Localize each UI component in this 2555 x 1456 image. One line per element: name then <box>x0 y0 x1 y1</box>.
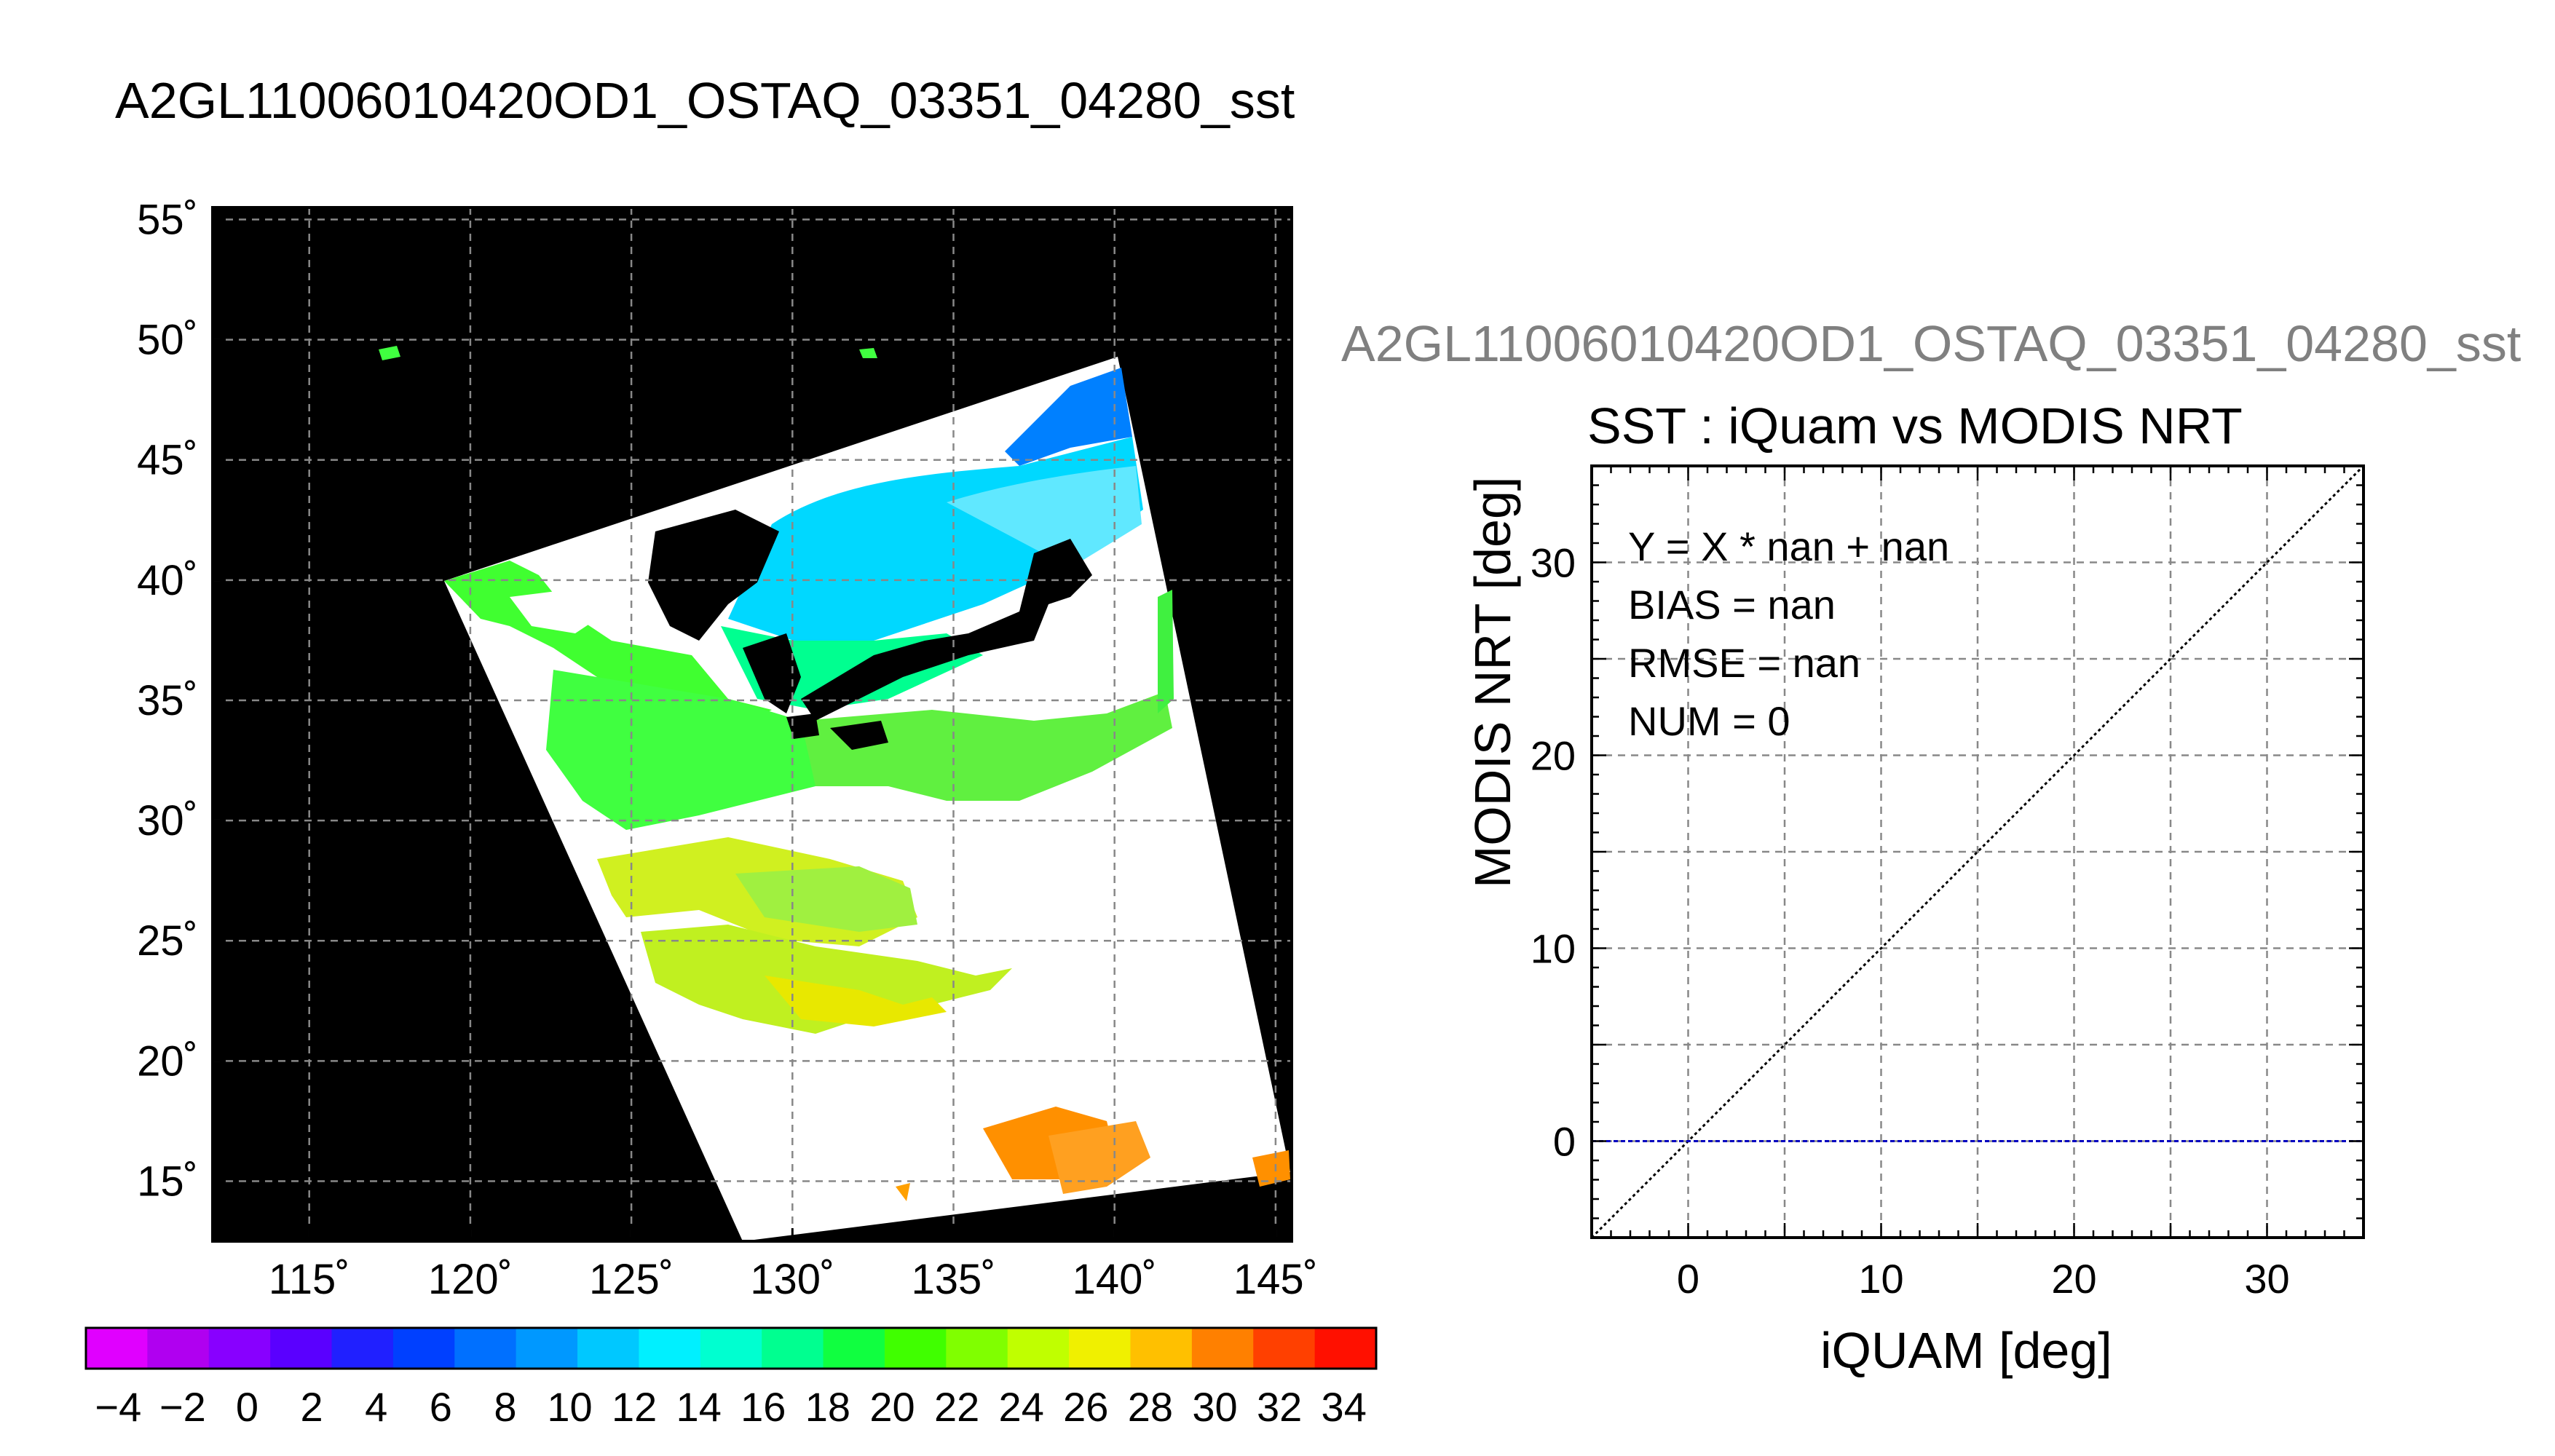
colorbar-tick-label: 16 <box>741 1384 786 1430</box>
lon-tick-label: 135˚ <box>911 1256 995 1303</box>
colorbar-tick-label: 12 <box>612 1384 657 1430</box>
colorbar-tick-label: 20 <box>869 1384 915 1430</box>
x-axis-label: iQUAM [deg] <box>1820 1322 2112 1379</box>
map-title: A2GL11006010420OD1_OSTAQ_03351_04280_sst <box>115 72 1295 129</box>
colorbar-cell <box>884 1328 947 1369</box>
scatter-frame <box>1590 464 2365 1239</box>
colorbar: −4 −2 0 2 4 6 8 10 12 14 16 18 20 22 24 26 28 30 32 34 <box>84 1326 1378 1430</box>
lon-tick-label: 125˚ <box>589 1256 674 1303</box>
y-tick-label: 30 <box>1531 540 1576 586</box>
lon-tick-label: 115˚ <box>269 1256 350 1303</box>
identity-line <box>1590 464 2365 1239</box>
colorbar-cell <box>823 1328 885 1369</box>
colorbar-cell <box>639 1328 701 1369</box>
lat-tick-label: 55˚ <box>137 197 198 244</box>
colorbar-tick-label: 0 <box>236 1384 258 1430</box>
colorbar-tick-label: −4 <box>95 1384 141 1430</box>
colorbar-cell <box>1314 1328 1377 1369</box>
colorbar-tick-label: 26 <box>1063 1384 1108 1430</box>
y-tick-label: 10 <box>1531 926 1576 972</box>
colorbar-cell <box>946 1328 1008 1369</box>
lat-tick-label: 35˚ <box>137 677 198 724</box>
colorbar-cell <box>392 1328 456 1369</box>
colorbar-cell <box>147 1328 210 1369</box>
x-tick-label: 10 <box>1858 1256 1903 1302</box>
lat-tick-label: 15˚ <box>137 1158 198 1205</box>
y-tick-label: 0 <box>1553 1119 1576 1165</box>
colorbar-cell <box>1007 1328 1070 1369</box>
lat-tick-label: 25˚ <box>137 917 198 965</box>
colorbar-tick-label: 28 <box>1128 1384 1173 1430</box>
x-tick-label: 20 <box>2051 1256 2096 1302</box>
colorbar-tick-label: −2 <box>159 1384 206 1430</box>
colorbar-cell <box>762 1328 824 1369</box>
lon-tick-label: 145˚ <box>1233 1256 1318 1303</box>
colorbar-tick-label: 18 <box>805 1384 850 1430</box>
stats-line: RMSE = nan <box>1628 640 1860 686</box>
lat-tick-label: 45˚ <box>137 437 198 484</box>
y-axis-label: MODIS NRT [deg] <box>1464 476 1521 888</box>
colorbar-tick-label: 6 <box>430 1384 452 1430</box>
colorbar-cell <box>331 1328 394 1369</box>
colorbar-cell <box>1253 1328 1316 1369</box>
x-tick-label: 30 <box>2244 1256 2289 1302</box>
colorbar-cell <box>1191 1328 1255 1369</box>
land-masses <box>648 510 1092 750</box>
stats-line: Y = X * nan + nan <box>1628 523 1949 569</box>
map-gridlines <box>213 207 1292 1241</box>
colorbar-tick-label: 10 <box>547 1384 592 1430</box>
lat-tick-label: 40˚ <box>137 557 198 604</box>
scatter-title: SST : iQuam vs MODIS NRT <box>1587 397 2243 454</box>
colorbar-cell <box>1130 1328 1193 1369</box>
stats-line: NUM = 0 <box>1628 698 1790 744</box>
colorbar-tick-label: 4 <box>365 1384 387 1430</box>
x-tick-label: 0 <box>1677 1256 1699 1302</box>
sst-map: 115˚ 120˚ 125˚ 130˚ 135˚ 140˚ 145˚ 55˚ 50˚ 45˚ 40… <box>137 197 1318 1303</box>
colorbar-cell <box>700 1328 763 1369</box>
lon-tick-label: 140˚ <box>1073 1256 1157 1303</box>
colorbar-cell <box>454 1328 517 1369</box>
y-tick-label: 20 <box>1531 733 1576 779</box>
colorbar-tick-label: 14 <box>676 1384 722 1430</box>
colorbar-tick-label: 22 <box>934 1384 979 1430</box>
colorbar-tick-label: 24 <box>999 1384 1044 1430</box>
colorbar-cell <box>86 1328 149 1369</box>
map-frame <box>211 206 1293 1243</box>
colorbar-tick-label: 32 <box>1257 1384 1302 1430</box>
lon-tick-label: 130˚ <box>750 1256 834 1303</box>
lat-tick-label: 30˚ <box>137 797 198 844</box>
scatter-plot: 0 10 20 30 0 10 20 30 Y = X * nan + nan BIAS = n… <box>1531 464 2365 1302</box>
colorbar-cell <box>270 1328 333 1369</box>
lat-tick-label: 50˚ <box>137 317 198 364</box>
stats-line: BIAS = nan <box>1628 582 1836 628</box>
colorbar-cell <box>516 1328 579 1369</box>
colorbar-tick-label: 30 <box>1192 1384 1237 1430</box>
colorbar-cell <box>1069 1328 1132 1369</box>
colorbar-cell <box>208 1328 272 1369</box>
colorbar-cell <box>577 1328 640 1369</box>
colorbar-tick-label: 2 <box>301 1384 323 1430</box>
scatter-header: A2GL11006010420OD1_OSTAQ_03351_04280_sst <box>1341 315 2522 372</box>
lat-tick-label: 20˚ <box>137 1037 198 1085</box>
colorbar-tick-label: 34 <box>1322 1384 1367 1430</box>
lon-tick-label: 120˚ <box>428 1256 513 1303</box>
colorbar-tick-label: 8 <box>494 1384 516 1430</box>
